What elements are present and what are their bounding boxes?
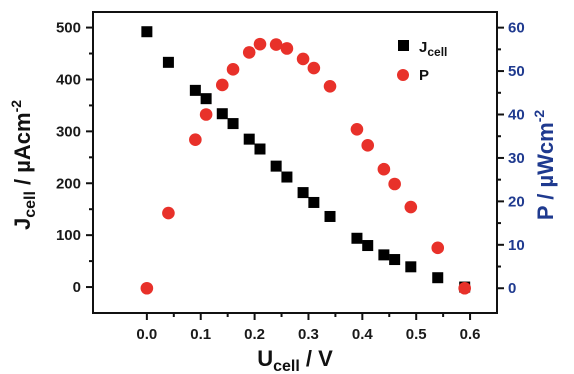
jcell-point xyxy=(141,26,153,38)
p-point xyxy=(253,37,267,51)
legend: Jcell P xyxy=(397,39,447,84)
y-right-tick-label: 10 xyxy=(508,237,525,254)
jcell-point xyxy=(308,196,320,208)
y-left-tick-label: 100 xyxy=(56,227,81,244)
jcell-point xyxy=(200,93,212,105)
legend-label-p-main: P xyxy=(419,67,429,84)
y-left-axis-title-rest: / µAcm xyxy=(10,112,35,191)
y-right-tick-label: 30 xyxy=(508,150,525,167)
p-point xyxy=(431,241,445,255)
p-point xyxy=(162,206,175,220)
y-left-axis-title-sup: -2 xyxy=(8,100,24,113)
jcell-point xyxy=(362,240,374,252)
jcell-point xyxy=(324,210,336,222)
x-tick-label: 0.2 xyxy=(244,326,265,343)
y-right-axis-title: P / µWcm-2 xyxy=(531,110,558,221)
y-right-axis-title-sup: -2 xyxy=(531,110,547,123)
x-tick-label: 0.6 xyxy=(460,326,481,343)
p-point xyxy=(296,52,310,66)
p-point xyxy=(388,177,401,191)
y-left-tick-label: 400 xyxy=(56,71,81,88)
x-tick-label: 0.5 xyxy=(406,326,427,343)
x-axis-title-main: U xyxy=(257,346,273,371)
p-point xyxy=(226,63,240,76)
x-axis-title-sub: cell xyxy=(273,358,300,374)
p-point xyxy=(199,108,213,121)
p-point xyxy=(242,46,256,59)
jcell-point xyxy=(297,187,309,199)
p-point xyxy=(323,79,337,93)
jcell-point xyxy=(405,261,417,273)
p-point xyxy=(377,162,391,176)
x-tick-label: 0.3 xyxy=(298,326,319,343)
p-point xyxy=(140,281,154,295)
jcell-point xyxy=(378,249,390,261)
legend-label-p: P xyxy=(419,67,429,84)
p-point xyxy=(307,61,321,75)
y-left-tick-label: 0 xyxy=(73,279,81,296)
jcell-point xyxy=(432,272,444,284)
jcell-point xyxy=(389,254,401,266)
y-right-tick-label: 40 xyxy=(508,107,525,124)
y-left-axis-title: Jcell / µAcm-2 xyxy=(8,100,39,230)
y-right-axis-title-rest: P / µWcm xyxy=(533,122,558,220)
jcell-point xyxy=(351,232,363,244)
jcell-point xyxy=(254,143,266,155)
y-right-tick-label: 0 xyxy=(508,280,516,297)
p-point xyxy=(280,42,294,55)
plot-frame xyxy=(92,11,498,314)
p-point xyxy=(215,78,229,92)
jcell-point xyxy=(216,108,228,120)
legend-label-jcell: Jcell xyxy=(419,39,447,59)
p-point xyxy=(350,122,364,136)
jcell-point xyxy=(227,118,239,130)
y-right-tick-label: 20 xyxy=(508,193,525,210)
p-point xyxy=(189,133,202,146)
x-tick-label: 0.4 xyxy=(352,326,374,343)
points-layer xyxy=(140,26,471,295)
legend-marker-p xyxy=(397,69,409,81)
jcell-point xyxy=(270,160,282,172)
legend-marker-jcell xyxy=(398,40,409,51)
x-axis-title: Ucell / V xyxy=(257,346,333,374)
x-axis-title-rest: / V xyxy=(300,346,333,371)
legend-label-jcell-sub: cell xyxy=(427,45,447,59)
legend-label-jcell-main: J xyxy=(419,39,427,56)
y-left-tick-label: 300 xyxy=(56,123,81,140)
p-point xyxy=(269,38,283,51)
p-point xyxy=(404,200,418,214)
y-left-axis-title-sub: cell xyxy=(22,191,39,218)
y-left-tick-label: 200 xyxy=(56,175,81,192)
jcell-point xyxy=(243,133,255,145)
x-tick-label: 0.1 xyxy=(190,326,211,343)
ticks-layer: 0.0 0.1 0.2 0.3 0.4 0.5 0.6 0 100 200 300 400 500 0 10… xyxy=(56,20,525,343)
p-point xyxy=(361,139,375,152)
y-left-axis-title-main: J xyxy=(10,218,35,230)
p-point xyxy=(458,281,471,295)
jcell-point xyxy=(189,84,201,96)
y-left-tick-label: 500 xyxy=(56,20,81,37)
jcell-point xyxy=(281,171,293,183)
x-tick-label: 0.0 xyxy=(136,326,157,343)
y-right-tick-label: 50 xyxy=(508,63,525,80)
jcell-point xyxy=(162,56,174,68)
y-right-tick-label: 60 xyxy=(508,20,525,37)
